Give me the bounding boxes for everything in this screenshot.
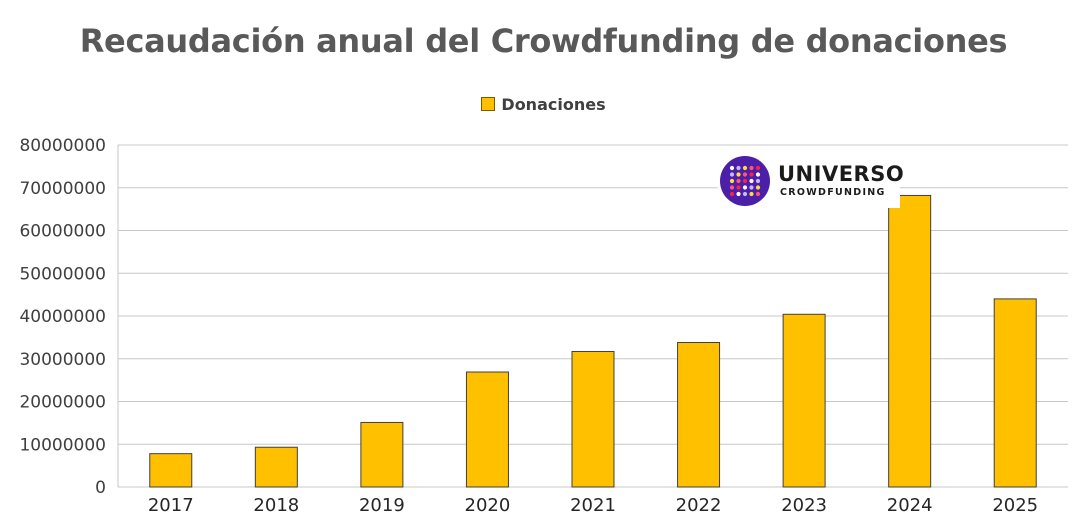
y-tick-label: 50000000 [19,264,106,284]
legend: Donaciones [0,95,1087,114]
x-tick-label: 2019 [359,495,405,516]
y-axis-ticks: 0 10000000 20000000 30000000 40000000 5000000… [19,136,106,498]
y-tick-label: 10000000 [19,435,106,455]
y-tick-label: 40000000 [19,307,106,327]
bar-2022 [677,342,721,488]
x-tick-label: 2021 [570,495,616,516]
logo-name: UNIVERSO [778,162,905,186]
bar-2018 [254,446,298,488]
bar-2021 [571,350,615,488]
chart-title: Recaudación anual del Crowdfunding de do… [79,22,1008,60]
dotted-circle-logo-icon [720,156,770,206]
bar-2017 [149,453,193,488]
x-tick-label: 2024 [887,495,933,516]
x-tick-label: 2023 [781,495,827,516]
x-tick-label: 2020 [465,495,511,516]
logo-tagline: CROWDFUNDING [780,187,886,198]
legend-swatch [481,97,496,111]
x-tick-label: 2018 [253,495,299,516]
x-tick-label: 2025 [992,495,1038,516]
bar-2023 [782,313,826,488]
y-tick-label: 70000000 [19,179,106,199]
y-tick-label: 20000000 [19,393,106,413]
bar-2019 [360,421,404,488]
legend-label: Donaciones [501,95,606,114]
bar-2024 [888,194,932,488]
y-tick-label: 0 [95,478,106,498]
y-tick-label: 80000000 [19,136,106,156]
bar-2020 [465,371,509,488]
x-tick-label: 2017 [148,495,194,516]
x-tick-label: 2022 [676,495,722,516]
x-axis-ticks: 2017 2018 2019 2020 2021 2022 2023 2024 2025 [148,495,1038,516]
bar-2025 [993,298,1037,488]
y-tick-label: 60000000 [19,222,106,242]
brand-logo: UNIVERSO CROWDFUNDING [718,154,904,208]
y-tick-label: 30000000 [19,350,106,370]
bars [149,194,1037,488]
